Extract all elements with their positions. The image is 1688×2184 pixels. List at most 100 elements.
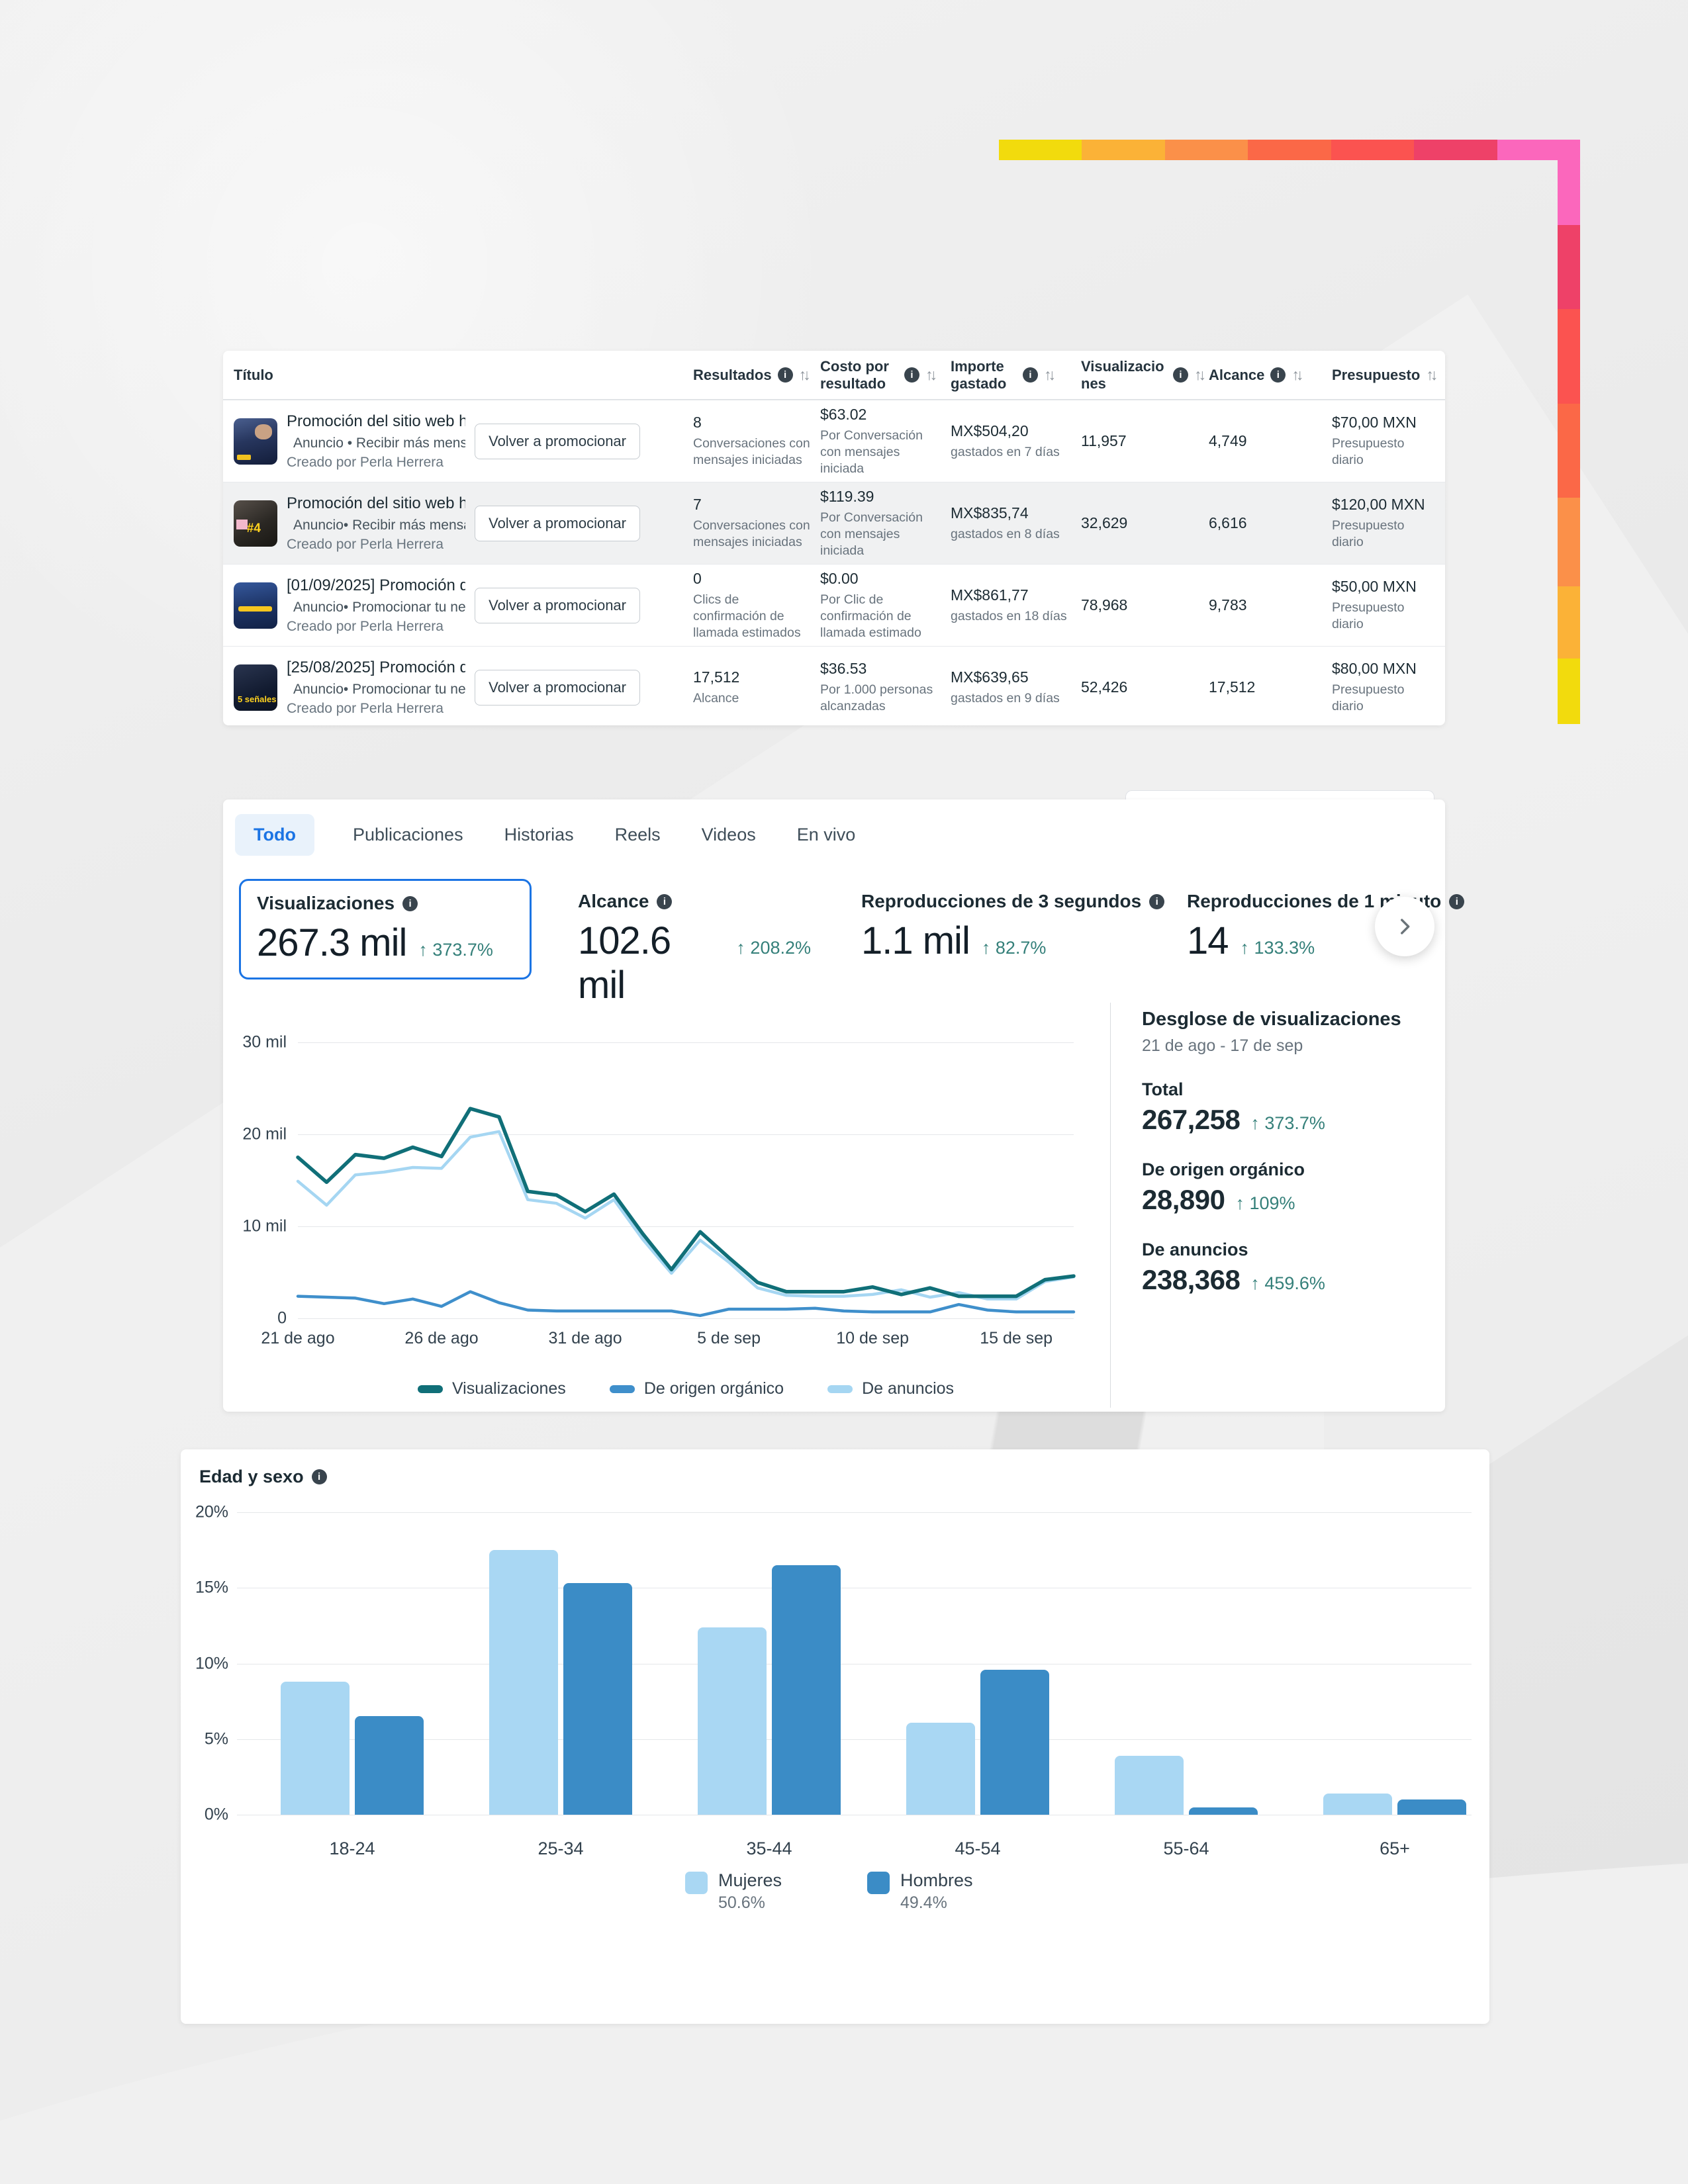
cost-value: $63.02 xyxy=(820,405,867,423)
increase-arrow-icon: ↑ xyxy=(1250,1273,1260,1293)
info-icon[interactable]: i xyxy=(1149,893,1165,909)
sort-icon[interactable]: ↑↓ xyxy=(925,366,937,383)
metric-label: Reproducciones de 3 segundos xyxy=(861,891,1142,911)
column-header-importe[interactable]: Importe gastado i ↑↓ xyxy=(951,358,1081,392)
info-icon[interactable]: i xyxy=(311,1469,327,1484)
ad-row[interactable]: Promoción del sitio web https://fac... A… xyxy=(223,400,1445,482)
x-tick-label: 35-44 xyxy=(746,1839,792,1858)
ribbon-segment xyxy=(1082,140,1165,160)
info-icon[interactable]: i xyxy=(402,895,418,911)
cost-value: $36.53 xyxy=(820,660,867,677)
info-icon[interactable]: i xyxy=(1270,367,1286,383)
metric-label: Alcance xyxy=(578,891,649,911)
content-tabs: Todo Publicaciones Historias Reels Video… xyxy=(235,814,858,856)
spent-value: MX$835,74 xyxy=(951,504,1029,522)
ribbon-segment xyxy=(1558,404,1580,498)
promote-again-button[interactable]: Volver a promocionar xyxy=(475,669,640,705)
ad-creator: Creado por Perla Herrera xyxy=(287,700,444,716)
background-triangle xyxy=(914,1403,1324,1456)
info-icon[interactable]: i xyxy=(904,367,919,383)
results-value: 17,512 xyxy=(693,668,740,686)
metric-value: 267.3 mil xyxy=(257,921,407,964)
promote-again-button[interactable]: Volver a promocionar xyxy=(475,505,640,541)
gridline xyxy=(237,1739,1472,1740)
ribbon-segment xyxy=(1558,309,1580,404)
bar-chart-y-axis: 0% 5% 10% 15% 20% xyxy=(181,1503,228,1824)
cost-label: Por 1.000 personas alcanzadas xyxy=(820,682,933,713)
ad-row[interactable]: [01/09/2025] Promoción de negoc... Anunc… xyxy=(223,564,1445,646)
budget-label: Presupuesto diario xyxy=(1332,518,1405,549)
legend-share: 49.4% xyxy=(900,1893,947,1912)
spent-value: MX$639,65 xyxy=(951,668,1029,686)
promote-again-button[interactable]: Volver a promocionar xyxy=(475,587,640,623)
tab-historias[interactable]: Historias xyxy=(504,825,574,844)
breakdown-entry-delta: 459.6% xyxy=(1264,1273,1325,1293)
sort-icon[interactable]: ↑↓ xyxy=(1426,366,1438,383)
info-icon[interactable]: i xyxy=(1449,893,1465,909)
results-value: 7 xyxy=(693,496,702,513)
gridline xyxy=(298,1318,1074,1319)
ad-row[interactable]: 5 señales [25/08/2025] Promoción de nego… xyxy=(223,646,1445,728)
metric-card-alcance[interactable]: Alcance i 102.6 mil ↑ 208.2% xyxy=(562,879,827,1007)
ad-row[interactable]: #4 Promoción del sitio web https://fac..… xyxy=(223,482,1445,564)
sort-icon[interactable]: ↑↓ xyxy=(798,366,811,383)
metric-delta: 373.7% xyxy=(432,940,493,960)
ad-title: [25/08/2025] Promoción de negoc... xyxy=(287,658,466,676)
info-icon[interactable]: i xyxy=(657,893,673,909)
column-header-presupuesto[interactable]: Presupuesto ↑↓ xyxy=(1332,366,1438,384)
metric-value: 1.1 mil xyxy=(861,919,970,962)
column-header-costo[interactable]: Costo por resultado i ↑↓ xyxy=(820,358,951,392)
legend-label: De anuncios xyxy=(862,1379,955,1398)
legend-swatch xyxy=(827,1385,853,1393)
sort-icon[interactable]: ↑↓ xyxy=(1044,366,1056,383)
gridline xyxy=(237,1512,1472,1513)
legend-label: Mujeres xyxy=(718,1870,782,1890)
tab-en-vivo[interactable]: En vivo xyxy=(796,825,856,844)
ribbon-segment xyxy=(1558,160,1580,225)
spent-value: MX$861,77 xyxy=(951,586,1029,604)
budget-label: Presupuesto diario xyxy=(1332,600,1405,631)
increase-arrow-icon: ↑ xyxy=(1240,938,1250,958)
ad-subtitle: Anuncio• Promocionar tu negocio en ... xyxy=(293,599,466,615)
tab-todo[interactable]: Todo xyxy=(235,814,314,856)
ribbon-segment xyxy=(1558,586,1580,659)
bar-Mujeres-55-64 xyxy=(1115,1755,1184,1815)
tab-publicaciones[interactable]: Publicaciones xyxy=(352,825,463,844)
legend-share: 50.6% xyxy=(718,1893,765,1912)
info-icon[interactable]: i xyxy=(1173,367,1188,383)
info-icon[interactable]: i xyxy=(1023,367,1038,383)
budget-value: $120,00 MXN xyxy=(1332,496,1425,513)
legend-swatch xyxy=(867,1872,890,1894)
age-gender-title: Edad y sexo xyxy=(199,1467,304,1486)
x-tick-label: 65+ xyxy=(1380,1839,1410,1858)
info-icon[interactable]: i xyxy=(777,367,793,383)
x-tick-label: 25-34 xyxy=(538,1839,584,1858)
column-header-visualizaciones[interactable]: Visualizaciones i ↑↓ xyxy=(1081,358,1209,392)
sort-icon[interactable]: ↑↓ xyxy=(1291,366,1303,383)
metric-delta: 208.2% xyxy=(750,938,811,958)
ribbon-segment xyxy=(1558,498,1580,586)
spent-label: gastados en 8 días xyxy=(951,526,1060,541)
metric-value: 14 xyxy=(1187,919,1229,962)
legend-label: Visualizaciones xyxy=(451,1379,566,1398)
budget-label: Presupuesto diario xyxy=(1332,436,1405,467)
promote-again-button[interactable]: Volver a promocionar xyxy=(475,423,640,459)
y-tick-label: 10% xyxy=(195,1654,228,1672)
spent-label: gastados en 18 días xyxy=(951,608,1067,623)
metric-card-reproducciones-3s[interactable]: Reproducciones de 3 segundos i 1.1 mil ↑ … xyxy=(845,879,1165,979)
line-chart-svg xyxy=(296,1107,1076,1318)
increase-arrow-icon: ↑ xyxy=(981,938,991,958)
column-header-alcance[interactable]: Alcance i ↑↓ xyxy=(1209,366,1332,384)
metric-card-visualizaciones[interactable]: Visualizaciones i 267.3 mil ↑ 373.7% xyxy=(239,879,532,979)
carousel-next-button[interactable] xyxy=(1375,897,1434,956)
views-value: 52,426 xyxy=(1081,678,1128,696)
tab-reels[interactable]: Reels xyxy=(614,825,661,844)
ribbon-segment xyxy=(1331,140,1415,160)
tab-videos[interactable]: Videos xyxy=(701,825,756,844)
y-tick-label: 5% xyxy=(204,1729,228,1749)
cost-label: Por Conversación con mensajes iniciada xyxy=(820,510,923,558)
column-header-resultados[interactable]: Resultados i ↑↓ xyxy=(693,366,820,384)
reach-value: 17,512 xyxy=(1209,678,1256,696)
legend-item-mujeres: Mujeres 50.6% xyxy=(685,1870,782,1913)
sort-icon[interactable]: ↑↓ xyxy=(1194,366,1206,383)
